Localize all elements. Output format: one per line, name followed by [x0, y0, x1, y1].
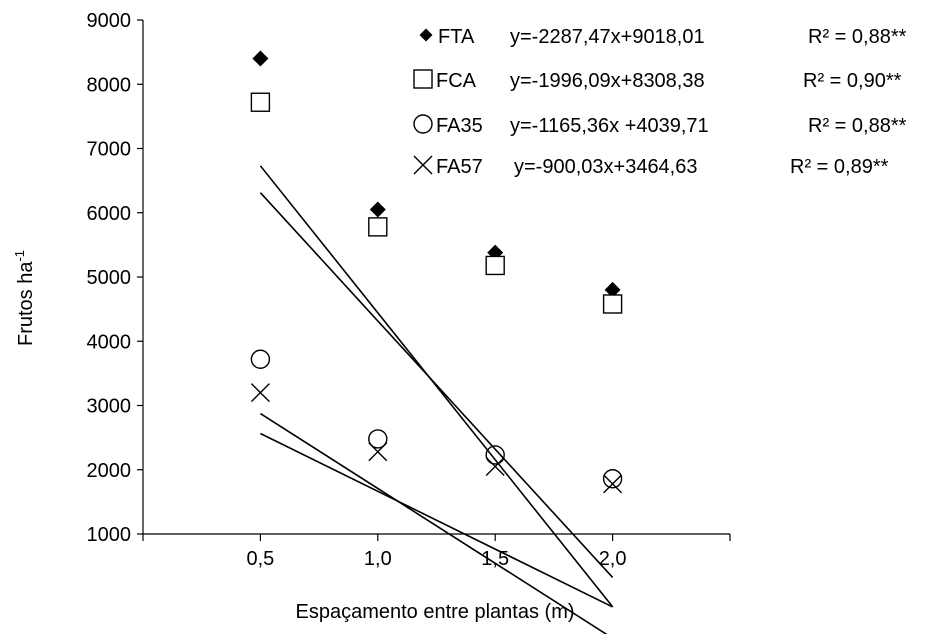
legend-marker-fa35 — [413, 114, 433, 134]
legend-r2-fa57: R² = 0,89** — [790, 156, 889, 178]
legend: FTA y=-2287,47x+9018,01 R² = 0,88** FCA y=-1… — [413, 26, 907, 178]
data-point-fa35 — [250, 349, 271, 369]
legend-equation-fa35: y=-1165,36x +4039,71 — [510, 115, 709, 137]
data-point-fa57 — [250, 383, 270, 403]
y-tick-label: 3000 — [87, 396, 132, 418]
data-point-fta — [604, 281, 621, 298]
data-point-fa57-stroke-b — [603, 474, 623, 494]
data-point-fa57 — [485, 457, 505, 477]
y-tick-label: 7000 — [87, 139, 132, 161]
data-point-fta — [369, 201, 386, 218]
data-point-fa57 — [603, 474, 623, 494]
x-tick-label: 1,0 — [364, 548, 392, 570]
legend-r2-fta: R² = 0,88** — [808, 26, 907, 48]
trendline-fta — [259, 165, 614, 608]
data-point-fa35 — [368, 429, 388, 449]
y-tick-label: 8000 — [87, 74, 132, 96]
data-point-fa57 — [368, 442, 388, 462]
y-tick-label: 2000 — [87, 460, 132, 482]
legend-label-fa57: FA57 — [436, 156, 483, 178]
data-point-fa57-stroke-b — [250, 383, 270, 403]
legend-marker-fa57 — [413, 155, 433, 175]
y-tick-label: 4000 — [87, 331, 132, 353]
legend-marker-fta — [419, 28, 433, 42]
data-point-fa57-stroke-b — [368, 442, 388, 462]
data-point-fa35 — [485, 445, 505, 465]
trendline-fa57 — [260, 432, 613, 608]
x-axis-label: Espaçamento entre plantas (m) — [295, 601, 574, 623]
legend-marker-fca — [413, 69, 433, 89]
axes: 1000 2000 3000 4000 5000 6000 7000 8000 9000 0,5 1… — [87, 10, 731, 570]
trendline-fca — [259, 192, 614, 578]
x-tick-label: 2,0 — [599, 548, 627, 570]
y-tick-label: 9000 — [87, 10, 132, 32]
legend-label-fca: FCA — [436, 70, 477, 92]
y-tick-label: 6000 — [87, 203, 132, 225]
legend-equation-fa57: y=-900,03x+3464,63 — [514, 156, 698, 178]
legend-equation-fca: y=-1996,09x+8308,38 — [510, 70, 705, 92]
x-tick-label: 1,5 — [481, 548, 509, 570]
y-tick-label: 1000 — [87, 524, 132, 546]
data-point-fca — [485, 255, 505, 276]
legend-label-fa35: FA35 — [436, 115, 483, 137]
legend-marker-fa57-stroke-b — [413, 155, 433, 175]
data-point-fca — [250, 92, 271, 112]
y-axis-label-text: Frutos ha — [15, 261, 37, 346]
legend-r2-fa35: R² = 0,88** — [808, 115, 907, 137]
data-point-fta — [252, 50, 269, 67]
data-markers — [250, 50, 623, 494]
trendlines — [259, 165, 614, 634]
y-axis-label-superscript: -1 — [12, 250, 27, 262]
legend-label-fta: FTA — [438, 26, 475, 48]
data-point-fca — [368, 217, 388, 237]
y-tick-label: 5000 — [87, 267, 132, 289]
data-point-fa35 — [602, 469, 623, 489]
data-point-fa57-stroke-b — [485, 457, 505, 477]
legend-r2-fca: R² = 0,90** — [803, 70, 902, 92]
data-point-fca — [602, 294, 623, 314]
x-tick-label: 0,5 — [246, 548, 274, 570]
trendline-fa35 — [259, 412, 608, 634]
y-axis-label: Frutos ha-1 — [12, 250, 37, 346]
legend-equation-fta: y=-2287,47x+9018,01 — [510, 26, 705, 48]
